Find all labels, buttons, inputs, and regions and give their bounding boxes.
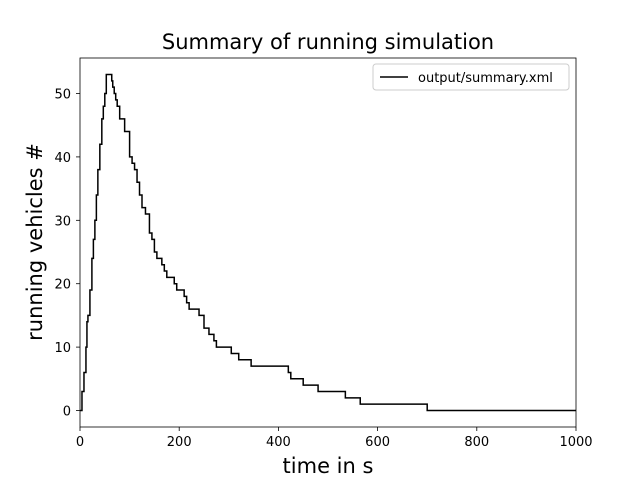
y-tick-label: 20 xyxy=(54,278,71,293)
legend-box xyxy=(372,63,570,91)
x-tick-label: 0 xyxy=(76,435,84,450)
y-tick-label: 10 xyxy=(54,341,71,356)
x-tick-label: 600 xyxy=(365,435,390,450)
x-axis-ticks: 0 200 400 600 800 1000 xyxy=(76,427,593,450)
x-tick-label: 800 xyxy=(464,435,489,450)
y-tick-label: 0 xyxy=(63,405,71,420)
y-axis-label: running vehicles # xyxy=(23,143,47,341)
legend: output/summary.xml xyxy=(372,63,570,91)
series-line xyxy=(80,73,576,412)
x-tick-label: 1000 xyxy=(559,435,592,450)
plot-area xyxy=(79,57,577,428)
x-tick-label: 200 xyxy=(167,435,192,450)
legend-label: output/summary.xml xyxy=(418,71,553,86)
x-tick-label: 400 xyxy=(266,435,291,450)
y-tick-label: 50 xyxy=(54,88,71,103)
y-axis-ticks: 0 10 20 30 40 50 xyxy=(54,88,80,420)
axes-frame xyxy=(79,57,577,428)
chart-title: Summary of running simulation xyxy=(162,30,494,54)
x-axis-label: time in s xyxy=(283,454,374,478)
y-tick-label: 40 xyxy=(54,151,71,166)
y-tick-label: 30 xyxy=(54,214,71,229)
